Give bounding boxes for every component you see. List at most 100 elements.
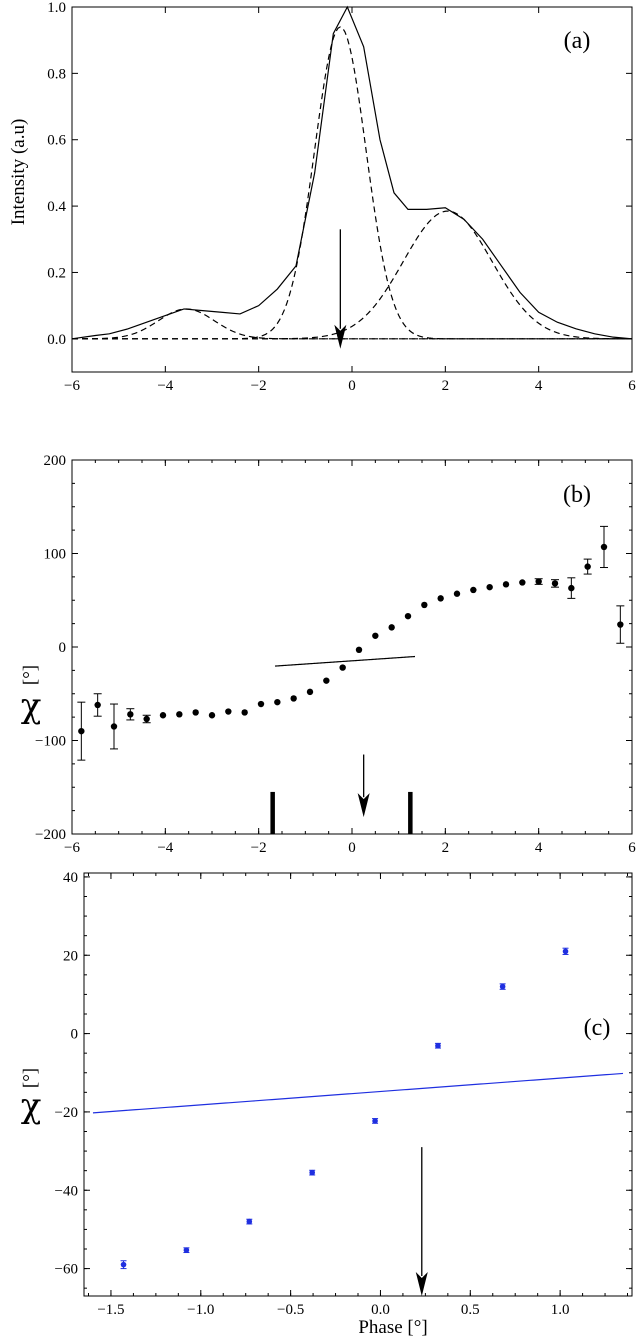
data-point [94,701,101,709]
data-point [110,723,118,730]
y-tick-label: 0.2 [47,265,66,281]
data-point [355,646,363,654]
panel-c-y-tick-labels: −60 −40 −20 0 20 40 [55,870,78,1278]
data-point [600,543,608,551]
rvm-fit-line-b [274,655,416,667]
panel-b-annotations [270,754,413,834]
panel-c-position-angle-zoom: −1.5 −1.0 −0.5 0.0 0.5 1.0 −60 −40 −20 0 20 40 (c)… [20,870,633,1338]
y-tick-label: 0.0 [47,332,66,348]
x-tick-label: −1.5 [97,1302,124,1318]
y-tick-label: −60 [55,1262,78,1278]
data-point [421,601,428,609]
data-point [551,580,559,587]
data-point [470,586,477,594]
x-tick-label: 4 [535,840,543,856]
data-point [192,709,199,716]
x-tick-label: −2 [251,840,267,856]
y-tick-label: 1.0 [47,0,66,16]
panel-a-annotations [334,229,347,349]
arrow-a-head [334,324,347,349]
data-point [225,708,232,715]
data-point [127,711,134,718]
x-tick-label: −6 [64,378,80,394]
data-point [246,1218,253,1225]
panel-c-data-points [120,947,569,1270]
y-tick-label: 0.4 [47,199,66,215]
arrow-c-head [415,1272,428,1296]
x-tick-label: 2 [442,378,450,394]
y-tick-label: 20 [63,948,78,964]
y-tick-label: 0 [59,640,67,656]
y-tick-label: 100 [44,547,67,563]
x-tick-label: 6 [628,840,636,856]
x-tick-label: 0 [348,840,356,856]
gaussian-component-line-1 [72,26,632,340]
y-tick-label: −40 [55,1183,78,1199]
data-point [208,712,216,719]
b-plot-border [71,459,633,835]
x-tick-label: 0.0 [371,1302,390,1318]
data-point [306,688,314,696]
panel-b-position-angle: −6 −4 −2 0 2 4 6 −200 −100 0 100 200 (b) χ [°] [20,453,636,856]
arrow-b-head [357,793,370,818]
panel-c-x-tick-labels: −1.5 −1.0 −0.5 0.0 0.5 1.0 [97,1302,569,1318]
x-tick-label: −4 [157,840,173,856]
data-point [339,664,346,671]
data-point [568,584,575,592]
x-tick-label: −6 [64,840,80,856]
data-point [453,590,461,597]
data-point [404,612,412,620]
data-point [159,712,167,719]
data-point [309,1169,315,1176]
panel-b-label: (b) [563,482,591,508]
x-tick-label: −0.5 [277,1302,304,1318]
panel-a-label: (a) [564,28,591,54]
data-point [241,709,248,716]
panel-b-fit-curve [274,655,416,667]
panel-a-curves [71,5,633,340]
data-point [143,715,150,723]
x-tick-label: 2 [442,840,450,856]
data-point [120,1261,127,1268]
y-tick-label: −200 [35,827,66,843]
panel-b-data-points [77,525,625,761]
panel-b-x-tick-labels: −6 −4 −2 0 2 4 6 [64,840,636,856]
data-point [183,1247,190,1253]
panel-c-label: (c) [584,1015,611,1041]
panel-b-y-axis-unit: [°] [20,665,41,685]
panel-c-y-axis-unit: [°] [20,1068,41,1088]
x-tick-label: 6 [628,378,636,394]
x-tick-label: −4 [157,378,173,394]
data-point [257,700,265,708]
panel-a-y-axis-title: Intensity (a.u) [8,119,29,226]
panel-b-y-tick-labels: −200 −100 0 100 200 [35,453,66,843]
intensity-profile-line [71,5,633,340]
panel-b-y-axis-chi: χ [21,686,42,726]
data-point [519,579,526,586]
x-tick-label: 0.5 [461,1302,480,1318]
y-tick-label: 40 [63,870,78,886]
data-point [176,711,183,718]
x-tick-label: 0 [348,378,356,394]
data-point [499,983,506,990]
data-point [562,948,569,955]
y-tick-label: −100 [35,734,66,750]
data-point [372,632,379,639]
panel-a-y-tick-labels: 0.0 0.2 0.4 0.6 0.8 1.0 [47,0,66,348]
data-point [502,581,510,588]
data-point [274,698,281,706]
y-tick-label: 200 [44,453,67,469]
panel-a-frame [71,6,633,373]
x-tick-label: −2 [251,378,267,394]
data-point [437,595,444,602]
panel-c-annotations [415,1147,428,1296]
data-point [290,695,297,702]
panel-c-frame [83,872,633,1297]
y-tick-label: −20 [55,1105,78,1121]
y-tick-label: 0.6 [47,133,66,149]
panel-a-x-tick-labels: −6 −4 −2 0 2 4 6 [64,378,636,394]
gaussian-component-line-2 [72,210,633,340]
data-point [535,578,542,585]
data-point [372,1118,378,1124]
